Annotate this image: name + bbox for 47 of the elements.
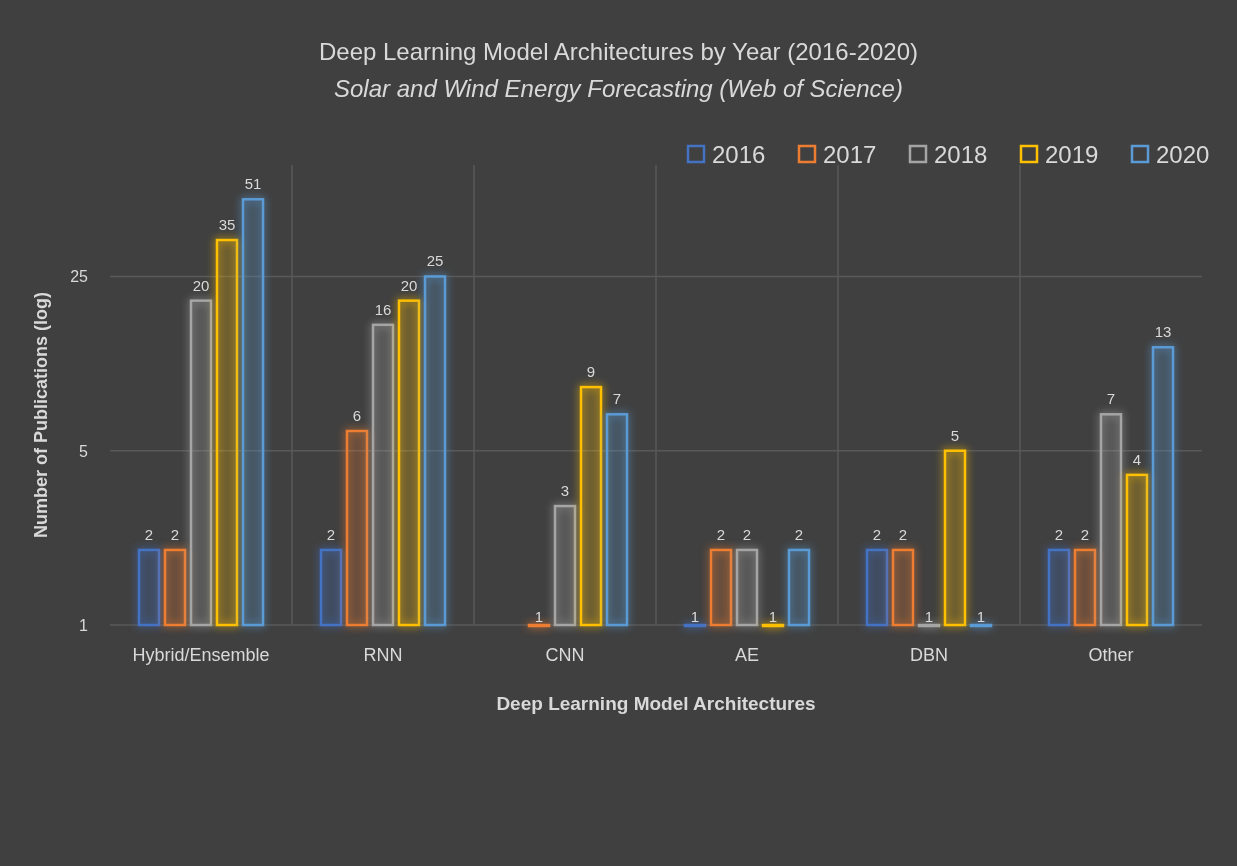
- data-label: 2: [898, 525, 908, 543]
- legend-label: 2017: [823, 141, 877, 168]
- data-label: 1: [924, 608, 934, 625]
- data-label: 2: [872, 525, 882, 543]
- x-tick-label: Hybrid/Ensemble: [132, 645, 270, 665]
- y-axis-title: Number of Publications (log): [31, 292, 51, 538]
- x-tick-label: DBN: [909, 645, 949, 665]
- x-axis-title: Deep Learning Model Architectures: [496, 693, 816, 714]
- y-tick-label: 5: [79, 442, 89, 460]
- legend-label: 2018: [934, 141, 988, 168]
- data-label: 7: [1106, 390, 1116, 408]
- data-label: 1: [534, 608, 544, 625]
- x-tick-label: RNN: [363, 645, 403, 665]
- x-tick-label: AE: [734, 645, 760, 665]
- data-label: 4: [1132, 450, 1142, 468]
- x-tick-label: CNN: [545, 645, 585, 665]
- y-tick-label: 1: [79, 617, 89, 634]
- data-label: 1: [976, 608, 986, 625]
- data-label: 16: [374, 300, 392, 318]
- data-label: 2: [716, 525, 726, 543]
- data-label: 20: [400, 276, 418, 294]
- data-label: 35: [218, 216, 236, 234]
- data-label: 2: [742, 525, 752, 543]
- data-label: 2: [794, 525, 804, 543]
- data-label: 2: [326, 525, 336, 543]
- data-label: 2: [1054, 525, 1064, 543]
- data-label: 1: [768, 608, 778, 625]
- legend-label: 2016: [712, 141, 766, 168]
- data-label: 9: [586, 363, 596, 381]
- data-label: 6: [352, 407, 362, 424]
- data-label: 25: [426, 252, 444, 270]
- data-label: 51: [244, 175, 262, 193]
- data-label: 3: [560, 482, 570, 500]
- data-label: 13: [1154, 323, 1172, 341]
- chart-subtitle: Solar and Wind Energy Forecasting (Web of Science): [334, 75, 903, 102]
- data-label: 20: [192, 276, 210, 294]
- data-label: 2: [1080, 525, 1090, 543]
- chart-title: Deep Learning Model Architectures by Year (2016-2020): [318, 38, 919, 65]
- legend-label: 2019: [1045, 141, 1099, 168]
- x-tick-label: Other: [1088, 645, 1134, 665]
- data-label: 1: [690, 608, 700, 625]
- legend-label: 2020: [1156, 141, 1210, 168]
- data-label: 2: [170, 525, 180, 543]
- data-label: 5: [950, 426, 960, 444]
- data-label: 7: [612, 390, 622, 408]
- y-tick-label: 25: [70, 268, 89, 286]
- data-label: 2: [144, 525, 154, 543]
